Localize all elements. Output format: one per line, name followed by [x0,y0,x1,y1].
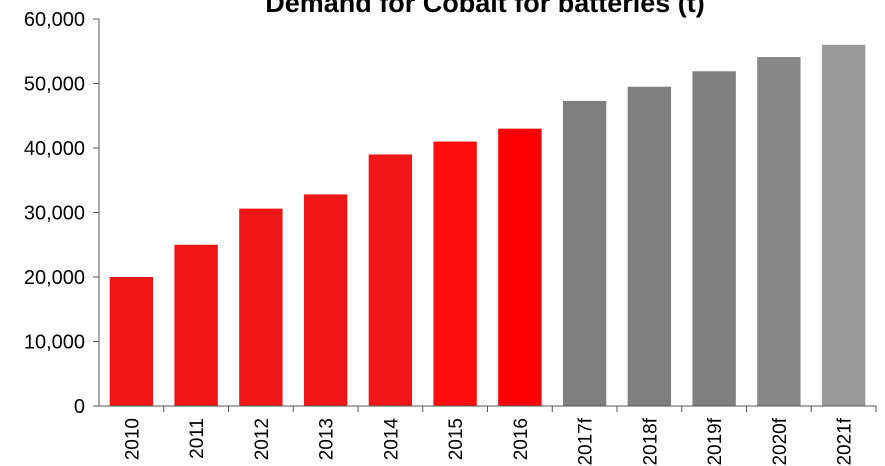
y-tick-label: 50,000 [24,74,85,96]
x-tick-label: 2018f [640,417,661,465]
y-tick-label: 60,000 [24,9,85,31]
x-tick-label: 2021f [835,417,856,465]
bar-2021f [821,44,866,407]
x-tick-label: 2020f [770,417,791,465]
bars [109,44,866,407]
y-tick-label: 40,000 [24,138,85,160]
bar-2017f [562,100,607,407]
x-tick-label: 2012 [252,418,273,460]
bar-2015 [433,141,477,407]
x-tick-label: 2014 [381,418,402,461]
y-tick-label: 10,000 [24,332,85,354]
bar-2014 [368,154,413,406]
chart-title: Demand for Cobalt for batteries (t) [265,0,705,18]
bar-2019f [692,71,736,406]
y-tick-label: 0 [74,396,85,418]
x-tick-label: 2017f [576,417,597,465]
bar-2018f [627,86,672,406]
x-tick-label: 2015 [446,418,467,460]
bar-2020f [757,57,801,407]
y-tick-label: 30,000 [24,203,85,225]
x-tick-label: 2019f [705,417,726,465]
y-tick-label: 20,000 [24,267,85,289]
x-tick-label: 2013 [317,418,338,460]
bar-2011 [174,244,218,406]
y-axis: 0 10,000 20,000 30,000 40,000 50,000 60,000 [24,9,100,418]
bar-2012 [239,208,283,406]
x-tick-label: 2010 [122,418,143,460]
bar-2010 [109,277,154,406]
x-tick-label: 2011 [187,418,208,459]
x-axis: 2010 2011 2012 2013 2014 2015 2016 2017f 2018f 20… [99,405,877,466]
bar-2013 [303,194,348,406]
bar-2016 [498,128,542,406]
x-tick-label: 2016 [511,418,532,460]
